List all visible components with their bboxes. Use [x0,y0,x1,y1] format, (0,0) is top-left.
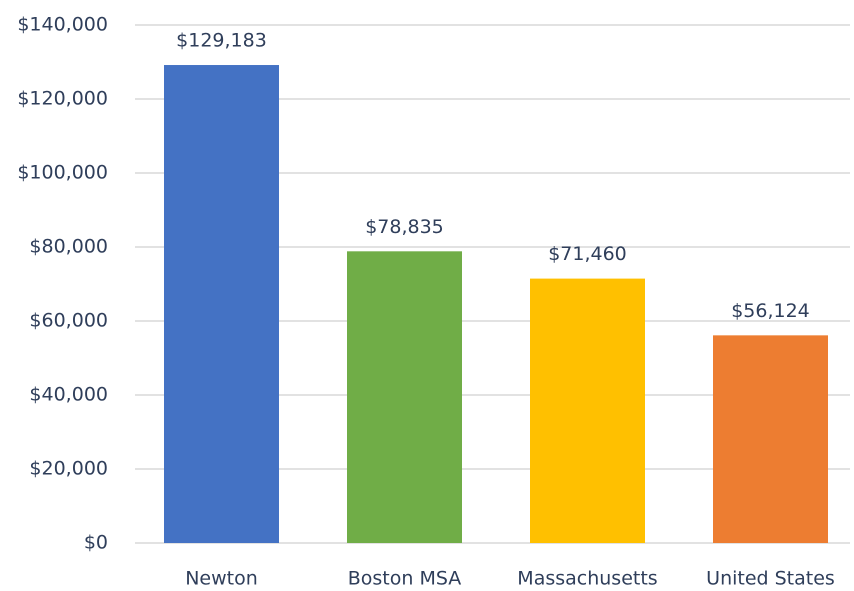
x-tick-label: Newton [185,568,258,590]
y-tick-label: $20,000 [29,458,108,480]
data-label: $78,835 [365,216,444,238]
data-label: $71,460 [548,243,627,265]
data-label: $56,124 [731,300,810,322]
y-tick-label: $60,000 [29,310,108,332]
bar [713,335,828,543]
y-tick-label: $140,000 [17,14,108,36]
data-label: $129,183 [176,30,267,52]
y-tick-label: $40,000 [29,384,108,406]
y-tick-label: $80,000 [29,236,108,258]
x-tick-label: Massachusetts [517,568,657,590]
x-tick-label: United States [706,568,835,590]
x-tick-label: Boston MSA [348,568,462,590]
y-tick-label: $0 [84,532,108,554]
y-tick-label: $120,000 [17,88,108,110]
bar [164,65,279,544]
y-tick-label: $100,000 [17,162,108,184]
bar [347,251,462,544]
bar [530,278,645,543]
